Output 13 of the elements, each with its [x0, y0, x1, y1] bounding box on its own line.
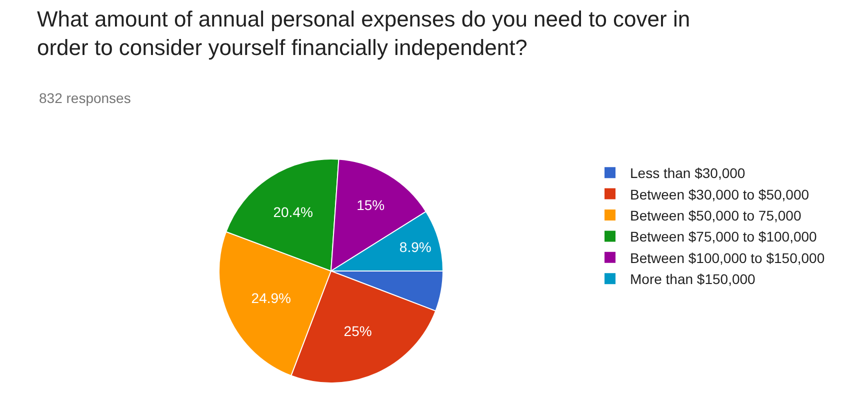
data-label: 24.9%	[251, 290, 291, 306]
legend-label: Between $30,000 to $50,000	[630, 186, 810, 202]
legend-label: More than $150,000	[630, 271, 756, 288]
data-label: 25%	[344, 322, 372, 339]
data-label: 15%	[356, 196, 385, 213]
text: 832 responses	[39, 90, 131, 106]
data-label: 20.4%	[273, 204, 313, 220]
legend-label: Between $50,000 to 75,000	[630, 207, 802, 224]
chart-title: What amount of annual personal expenses do you need to cover in order to consider yourself financially independent?	[37, 6, 690, 60]
legend-label: Between $75,000 to $100,000	[630, 228, 818, 245]
legend-label: Less than $30,000	[630, 165, 746, 182]
data-label: 8.9%	[399, 238, 432, 255]
legend-label: Between $100,000 to $150,000	[630, 250, 825, 266]
